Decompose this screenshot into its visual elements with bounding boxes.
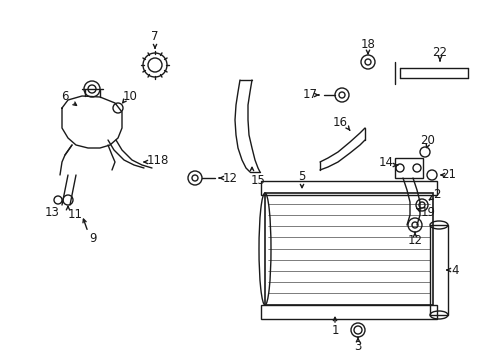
- Text: 16: 16: [332, 117, 347, 130]
- Text: 118: 118: [146, 153, 169, 166]
- Text: 21: 21: [441, 168, 456, 181]
- Text: 12: 12: [407, 234, 422, 247]
- Bar: [261, 181, 436, 195]
- Text: 12: 12: [222, 171, 237, 184]
- Text: 1: 1: [330, 324, 338, 337]
- Text: 4: 4: [450, 264, 458, 276]
- Text: 19: 19: [420, 207, 435, 220]
- Text: 7: 7: [151, 31, 159, 44]
- Text: 2: 2: [432, 189, 440, 202]
- Text: 3: 3: [354, 339, 361, 352]
- Text: 11: 11: [67, 208, 82, 221]
- Text: 18: 18: [360, 37, 375, 50]
- Text: 13: 13: [44, 206, 60, 219]
- Text: 17: 17: [302, 89, 317, 102]
- Text: 6: 6: [61, 90, 69, 104]
- Bar: [429, 225, 447, 315]
- Text: 14: 14: [378, 156, 393, 168]
- Text: 9: 9: [89, 231, 97, 244]
- Bar: [261, 305, 436, 319]
- Text: 22: 22: [431, 45, 447, 58]
- Bar: [394, 158, 422, 178]
- Text: 20: 20: [420, 134, 434, 147]
- Text: 15: 15: [250, 174, 265, 186]
- Text: 10: 10: [122, 90, 137, 103]
- Bar: [264, 193, 432, 305]
- Text: 5: 5: [298, 171, 305, 184]
